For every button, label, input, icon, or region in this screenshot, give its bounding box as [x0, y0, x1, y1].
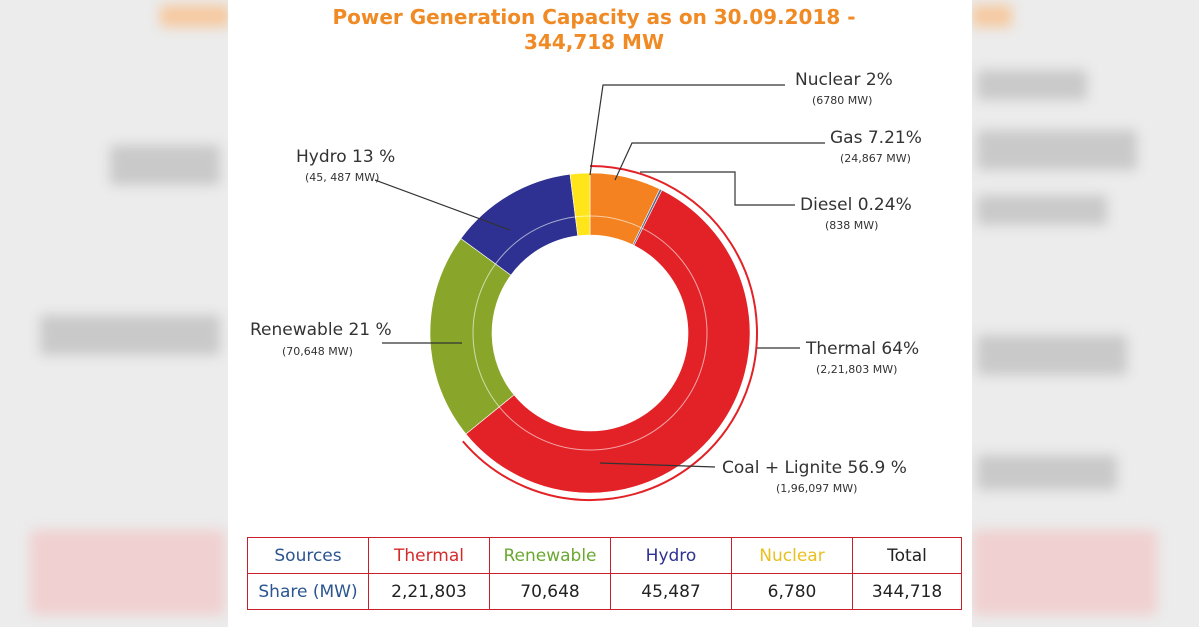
slice-sublabel: (838 MW)	[825, 219, 878, 232]
leader-line	[589, 84, 785, 176]
slice-label: Coal + Lignite 56.9 %	[722, 458, 907, 478]
table-cell: Total	[852, 537, 962, 574]
slice-sublabel: (24,867 MW)	[840, 152, 911, 165]
table-cell: 2,21,803	[368, 573, 490, 610]
inner-ring	[472, 215, 708, 451]
table-row: Sources Thermal Renewable Hydro Nuclear …	[247, 537, 962, 574]
table-cell: Nuclear	[731, 537, 853, 574]
leader-line	[599, 462, 716, 468]
slice-label: Renewable 21 %	[250, 320, 392, 340]
blurred-side	[972, 0, 1199, 627]
table-cell: Renewable	[489, 537, 611, 574]
chart-title: Power Generation Capacity as on 30.09.20…	[332, 5, 855, 29]
table-cell: Thermal	[368, 537, 490, 574]
leader-line	[614, 142, 825, 181]
donut	[429, 165, 758, 501]
slice-sublabel: (45, 487 MW)	[305, 171, 379, 184]
table-cell: Hydro	[610, 537, 732, 574]
outer-ring	[462, 165, 758, 501]
ring-sublabel: (2,21,803 MW)	[816, 363, 897, 376]
slice-sublabel: (70,648 MW)	[282, 345, 353, 358]
blurred-side	[0, 0, 228, 627]
table-cell: Share (MW)	[247, 573, 369, 610]
slice-label: Nuclear 2%	[795, 70, 893, 90]
slice-sublabel: (1,96,097 MW)	[776, 482, 857, 495]
table-cell: 344,718	[852, 573, 962, 610]
leader-line	[640, 171, 795, 206]
slice-sublabel: (6780 MW)	[812, 94, 872, 107]
slice-label: Gas 7.21%	[830, 128, 922, 148]
table-cell: 45,487	[610, 573, 732, 610]
ring-label: Thermal 64%	[805, 339, 919, 359]
leader-line	[374, 179, 511, 231]
table-cell: Sources	[247, 537, 369, 574]
table-row: Share (MW) 2,21,803 70,648 45,487 6,780 …	[247, 573, 962, 610]
share-table: Sources Thermal Renewable Hydro Nuclear …	[247, 537, 962, 610]
slice-label: Hydro 13 %	[296, 147, 395, 167]
table-cell: 70,648	[489, 573, 611, 610]
slice	[465, 189, 751, 494]
chart-title: 344,718 MW	[524, 30, 664, 54]
table-cell: 6,780	[731, 573, 853, 610]
slice	[569, 172, 591, 237]
slice-label: Diesel 0.24%	[800, 195, 912, 215]
